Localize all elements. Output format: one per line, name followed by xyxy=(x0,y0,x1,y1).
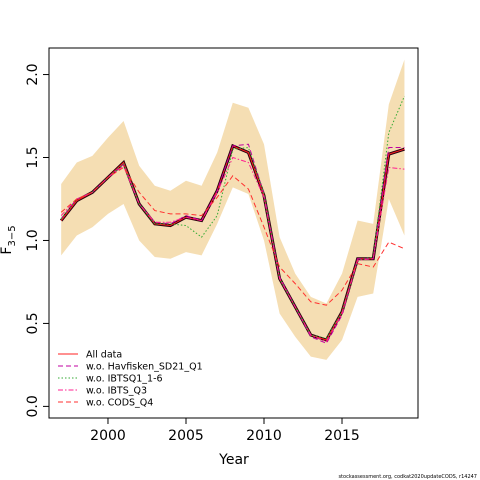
confidence-band xyxy=(61,59,405,360)
y-tick-label: 1.0 xyxy=(25,229,41,251)
y-tick-label: 1.5 xyxy=(25,146,41,168)
x-tick-label: 2005 xyxy=(168,428,204,444)
y-label-sub: 3−5 xyxy=(7,225,18,246)
footnote: stockassessment.org, codkat2020updateCOD… xyxy=(338,474,477,480)
legend-label: w.o. CODS_Q4 xyxy=(86,398,153,409)
series-line xyxy=(60,156,405,343)
y-tick-label: 0.5 xyxy=(25,312,41,334)
legend-label: w.o. IBTS_Q3 xyxy=(86,386,147,397)
legend-label: w.o. Havfisken_SD21_Q1 xyxy=(86,362,203,373)
y-tick-label: 0.0 xyxy=(25,395,41,417)
x-tick-label: 2010 xyxy=(246,428,282,444)
legend-label: All data xyxy=(86,350,122,361)
series-line xyxy=(60,95,405,339)
y-axis-label: F3−5 xyxy=(0,225,18,254)
x-axis-label: Year xyxy=(218,452,249,468)
y-tick-label: 2.0 xyxy=(25,63,41,85)
x-tick-label: 2000 xyxy=(90,428,126,444)
y-label-main: F xyxy=(0,247,15,255)
series-line xyxy=(60,166,405,306)
legend-label: w.o. IBTSQ1_1-6 xyxy=(86,374,163,385)
plot-frame xyxy=(48,47,419,419)
x-tick-label: 2015 xyxy=(324,428,360,444)
